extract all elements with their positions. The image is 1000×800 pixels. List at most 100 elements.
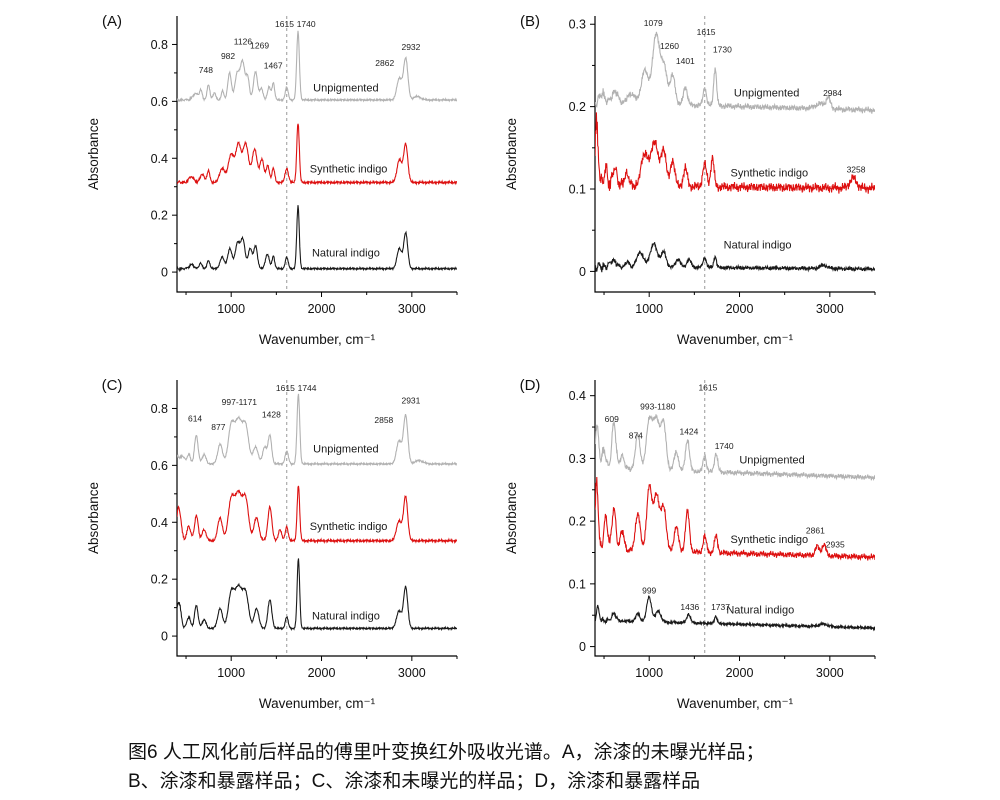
series-label: Natural indigo [724, 239, 792, 251]
y-tick-label: 0 [579, 640, 586, 654]
figure-caption: 图6 人工风化前后样品的傅里叶变换红外吸收光谱。A，涂漆的未曝光样品； B、涂漆… [128, 738, 908, 797]
series-label: Unpigmented [739, 454, 804, 466]
spectra-group [595, 414, 875, 632]
peak-label: 2931 [401, 395, 420, 405]
peak-label: 2858 [374, 415, 393, 425]
peak-label: 2861 [806, 526, 825, 536]
peak-label: 1424 [679, 427, 698, 437]
peak-label: 1079 [644, 18, 663, 28]
panel-B: 1000 2000 3000 0 0.1 0.2 0.3 Wavenumber, cm⁻¹ Ab… [500, 2, 920, 364]
peak-label: 1126 [234, 36, 253, 46]
spectra-group [177, 393, 457, 632]
x-tick-label: 2000 [308, 302, 336, 316]
spectrum-unpigmented [595, 31, 875, 114]
chart-panel-B: 1000 2000 3000 0 0.1 0.2 0.3 Wavenumber, cm⁻¹ Ab… [504, 13, 876, 347]
peak-label: 877 [211, 422, 225, 432]
spectra-group [595, 31, 875, 273]
series-label: Unpigmented [734, 88, 799, 100]
chart-panel-C: 1000 2000 3000 0 0.2 0.4 0.6 0.8 Wavenumber, cm⁻… [86, 377, 458, 711]
y-tick-label: 0.4 [151, 516, 168, 530]
spectrum-synthetic-indigo [177, 123, 457, 186]
x-tick-label: 3000 [816, 302, 844, 316]
x-tick-label: 2000 [726, 302, 754, 316]
y-tick-label: 0.1 [569, 577, 586, 591]
y-tick-label: 0 [161, 630, 168, 644]
axes [176, 380, 457, 657]
peak-label: 1467 [264, 61, 283, 71]
series-label: Natural indigo [312, 247, 380, 259]
series-label: Synthetic indigo [730, 168, 808, 180]
x-tick-label: 3000 [398, 302, 426, 316]
spectrum-natural-indigo [177, 558, 457, 632]
peak-label: 1428 [262, 410, 281, 420]
spectrum-natural-indigo [177, 205, 457, 273]
x-tick-label: 1000 [217, 302, 245, 316]
peak-label: 748 [199, 65, 213, 75]
peak-label: 997-1171 [222, 397, 258, 407]
chart-panel-A: 1000 2000 3000 0 0.2 0.4 0.6 0.8 Wavenumber, cm⁻… [86, 13, 458, 347]
peak-label: 874 [629, 430, 643, 440]
caption-line-2: B、涂漆和暴露样品；C、涂漆和未曝光的样品；D，涂漆和暴露样品 [128, 771, 701, 793]
peak-label: 2935 [826, 539, 845, 549]
y-tick-label: 0.2 [569, 100, 586, 114]
peak-label: 1615 [275, 19, 294, 29]
caption-line-1: 图6 人工风化前后样品的傅里叶变换红外吸收光谱。A，涂漆的未曝光样品； [128, 742, 765, 763]
y-tick-label: 0.8 [151, 402, 168, 416]
spectrum-synthetic-indigo [595, 112, 875, 194]
peak-label: 1615 [698, 383, 717, 393]
spectra-group [177, 30, 457, 273]
panel-letter: (A) [102, 13, 122, 30]
y-tick-label: 0.6 [151, 95, 168, 109]
y-tick-label: 0.3 [569, 18, 586, 32]
series-label: Natural indigo [312, 611, 380, 623]
y-axis-label: Absorbance [504, 118, 519, 190]
peak-label: 1737 [711, 602, 730, 612]
series-label: Synthetic indigo [730, 534, 808, 546]
x-axis-label: Wavenumber, cm⁻¹ [259, 696, 376, 711]
y-tick-label: 0.2 [151, 573, 168, 587]
peak-label: 1269 [250, 41, 269, 51]
x-axis-label: Wavenumber, cm⁻¹ [677, 696, 794, 711]
peak-label: 982 [221, 51, 235, 61]
spectrum-unpigmented [177, 393, 457, 467]
panel-letter: (B) [520, 13, 540, 30]
y-axis-label: Absorbance [86, 118, 101, 190]
x-tick-label: 1000 [635, 666, 663, 680]
y-tick-label: 0.2 [151, 209, 168, 223]
series-label: Unpigmented [313, 82, 378, 94]
peak-label: 1615 [697, 27, 716, 37]
peak-label: 1740 [297, 19, 316, 29]
panel-letter: (C) [102, 377, 123, 394]
x-tick-label: 2000 [726, 666, 754, 680]
panel-letter: (D) [520, 377, 541, 394]
peak-label: 2862 [375, 58, 394, 68]
spectrum-natural-indigo [595, 595, 875, 632]
series-label: Unpigmented [313, 444, 378, 456]
y-tick-label: 0.2 [569, 515, 586, 529]
peak-label: 1730 [713, 44, 732, 54]
x-tick-label: 3000 [816, 666, 844, 680]
peak-label: 3258 [847, 165, 866, 175]
spectrum-synthetic-indigo [595, 476, 875, 562]
peak-label: 2984 [823, 88, 842, 98]
y-tick-label: 0 [579, 265, 586, 279]
panel-A: 1000 2000 3000 0 0.2 0.4 0.6 0.8 Wavenumber, cm⁻… [82, 2, 502, 364]
x-tick-label: 3000 [398, 666, 426, 680]
panel-D: 1000 2000 3000 0 0.1 0.2 0.3 0.4 Wavenumber, cm⁻… [500, 366, 920, 728]
y-tick-label: 0.6 [151, 459, 168, 473]
x-axis-label: Wavenumber, cm⁻¹ [677, 332, 794, 347]
x-axis-label: Wavenumber, cm⁻¹ [259, 332, 376, 347]
peak-label: 2932 [401, 42, 420, 52]
chart-panel-D: 1000 2000 3000 0 0.1 0.2 0.3 0.4 Wavenumber, cm⁻… [504, 377, 876, 711]
spectrum-natural-indigo [595, 242, 875, 273]
y-axis-label: Absorbance [86, 482, 101, 554]
peak-label: 609 [605, 414, 619, 424]
panel-C: 1000 2000 3000 0 0.2 0.4 0.6 0.8 Wavenumber, cm⁻… [82, 366, 502, 728]
series-label: Synthetic indigo [310, 163, 388, 175]
y-tick-label: 0.4 [569, 389, 586, 403]
peak-label: 614 [188, 413, 202, 423]
peak-label: 993-1180 [640, 401, 676, 411]
y-tick-label: 0 [161, 266, 168, 280]
peak-label: 1744 [298, 383, 317, 393]
